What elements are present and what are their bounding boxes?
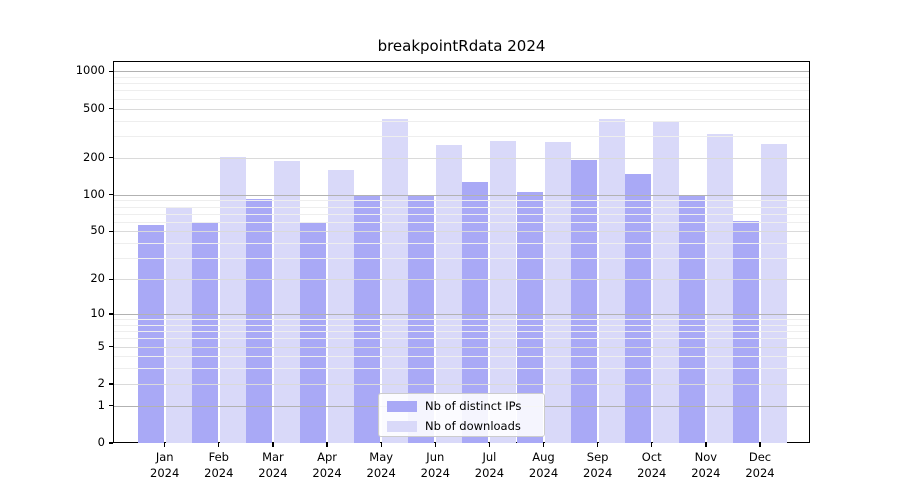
x-tick-label: Mar 2024 (258, 450, 288, 480)
x-tick-label: Apr 2024 (312, 450, 342, 480)
gridline-minor (114, 221, 809, 223)
bar-downloads (273, 160, 300, 443)
legend: Nb of distinct IPs Nb of downloads (378, 393, 545, 437)
gridline-minor (114, 368, 809, 370)
x-tick-mark (218, 443, 220, 447)
y-tick-mark (109, 70, 113, 72)
gridline-major (114, 383, 809, 385)
x-tick-label: Oct 2024 (637, 450, 667, 480)
y-tick-label: 200 (83, 149, 105, 164)
x-tick-mark (705, 443, 707, 447)
y-tick-mark (109, 405, 113, 407)
gridline-minor (114, 135, 809, 137)
y-tick-mark (109, 442, 113, 444)
bar-downloads (598, 119, 625, 443)
x-tick-mark (651, 443, 653, 447)
x-tick-mark (596, 443, 599, 447)
bar-distinct-ips (300, 221, 327, 443)
x-tick-label: Feb 2024 (204, 450, 234, 480)
bar-distinct-ips (137, 225, 164, 443)
bar-downloads (490, 140, 517, 443)
gridline-minor (114, 324, 809, 326)
gridline-minor (114, 331, 809, 333)
gridline-minor (114, 243, 809, 245)
legend-label: Nb of downloads (425, 419, 521, 433)
chart-title: breakpointRdata 2024 (377, 37, 546, 55)
gridline-major (114, 71, 809, 73)
legend-swatch (387, 420, 417, 432)
y-tick-label: 1000 (75, 63, 105, 78)
gridline-minor (114, 90, 809, 92)
x-tick-mark (488, 443, 491, 447)
legend-entry: Nb of distinct IPs (387, 399, 521, 413)
y-tick-mark (109, 383, 113, 385)
bar-distinct-ips (354, 194, 381, 443)
gridline-major (114, 194, 809, 196)
gridline-minor (114, 83, 809, 85)
y-tick-mark (109, 194, 113, 196)
x-tick-label: Nov 2024 (691, 450, 721, 480)
gridline-major (114, 108, 809, 110)
x-tick-label: May 2024 (366, 450, 396, 480)
y-tick-label: 5 (97, 338, 105, 353)
x-tick-label: Jan 2024 (150, 450, 180, 480)
y-tick-mark (109, 107, 113, 110)
gridline-major (114, 313, 809, 315)
x-tick-mark (272, 443, 274, 447)
gridline-minor (114, 206, 809, 208)
x-tick-mark (164, 443, 166, 447)
y-tick-mark (109, 157, 113, 159)
gridline-major (114, 231, 809, 233)
x-tick-label: Jun 2024 (420, 450, 450, 480)
bar-distinct-ips (191, 222, 218, 443)
bar-downloads (219, 156, 246, 443)
bar-downloads (652, 121, 679, 443)
gridline-minor (114, 76, 809, 78)
x-tick-label: Dec 2024 (745, 450, 775, 480)
gridline-minor (114, 258, 809, 260)
bar-distinct-ips (570, 159, 597, 443)
bar-downloads (760, 144, 787, 443)
y-tick-label: 20 (90, 271, 105, 286)
legend-swatch (387, 400, 417, 412)
x-tick-mark (542, 443, 545, 447)
bar-downloads (328, 170, 355, 443)
y-tick-label: 500 (83, 100, 105, 115)
bar-distinct-ips (245, 199, 272, 443)
y-tick-label: 1 (97, 397, 105, 412)
y-tick-label: 10 (90, 305, 105, 320)
gridline-major (114, 346, 809, 348)
y-tick-mark (109, 278, 113, 280)
legend-label: Nb of distinct IPs (425, 399, 522, 413)
y-tick-mark (109, 313, 113, 315)
gridline-minor (114, 319, 809, 321)
y-tick-mark (109, 230, 113, 233)
y-tick-label: 50 (90, 223, 105, 238)
bar-downloads (382, 119, 409, 443)
x-tick-label: Jul 2024 (474, 450, 505, 480)
gridline-minor (114, 338, 809, 340)
gridline-minor (114, 120, 809, 122)
y-tick-label: 2 (97, 375, 105, 390)
x-tick-mark (380, 443, 382, 447)
x-tick-label: Sep 2024 (583, 450, 613, 480)
bar-downloads (706, 133, 733, 443)
gridline-minor (114, 200, 809, 202)
y-tick-mark (109, 345, 113, 348)
bar-downloads (544, 142, 571, 443)
x-tick-label: Aug 2024 (528, 450, 559, 480)
gridline-major (114, 157, 809, 159)
legend-entry: Nb of downloads (387, 419, 521, 433)
y-tick-label: 0 (97, 435, 105, 449)
gridline-major (114, 279, 809, 281)
gridline-minor (114, 356, 809, 358)
x-tick-mark (326, 443, 328, 447)
gridline-minor (114, 98, 809, 100)
bar-distinct-ips (624, 173, 651, 443)
x-tick-mark (759, 443, 761, 447)
gridline-minor (114, 213, 809, 215)
x-tick-mark (434, 443, 436, 447)
y-tick-label: 100 (83, 186, 105, 201)
